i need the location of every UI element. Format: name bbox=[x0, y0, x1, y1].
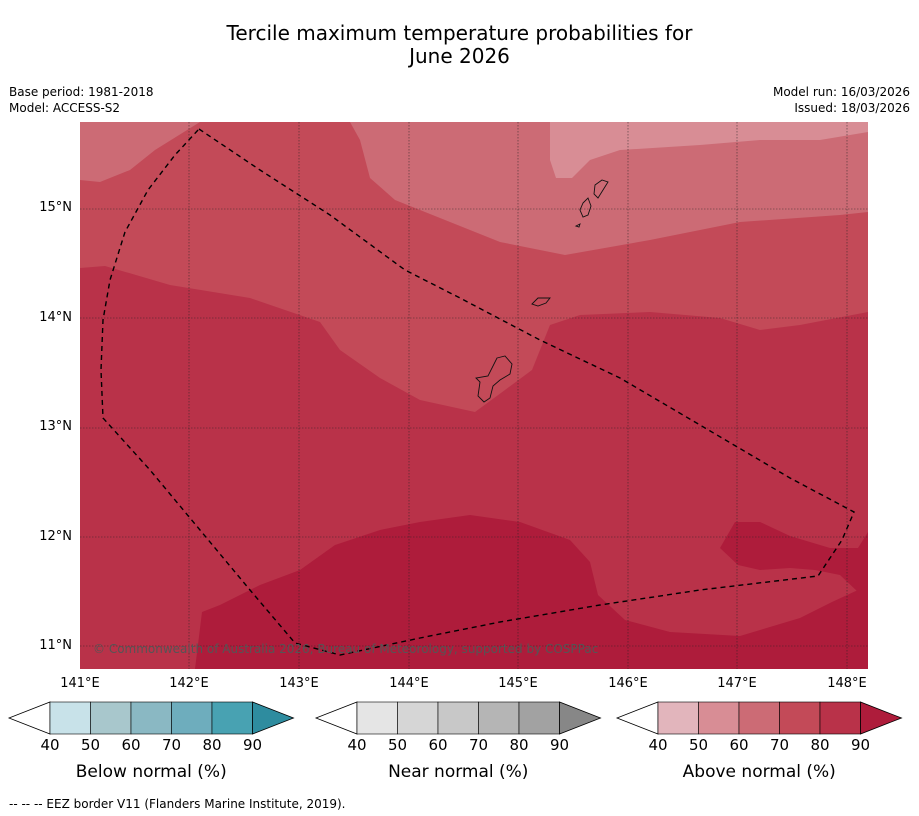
colorbar-near-tick-40: 40 bbox=[347, 736, 367, 754]
field-60-70-top bbox=[80, 122, 200, 182]
model-run: Model run: 16/03/2026 bbox=[772, 85, 910, 99]
field-90-plus-east bbox=[720, 522, 868, 592]
lat-label-13: 13°N bbox=[39, 419, 72, 434]
lat-label-15: 15°N bbox=[39, 200, 72, 215]
colorbar-below-segment-5 bbox=[211, 701, 253, 735]
colorbar-near-high-extend bbox=[559, 701, 602, 735]
colorbar-below-low-extend bbox=[7, 701, 51, 735]
field-50-60 bbox=[550, 122, 868, 178]
colorbar-near-segment-5 bbox=[518, 701, 560, 735]
colorbar-below-title: Below normal (%) bbox=[75, 762, 227, 782]
colorbar-near-low-extend bbox=[314, 701, 358, 735]
colorbar-below-tick-40: 40 bbox=[40, 736, 60, 754]
colorbar-above-segment-2 bbox=[698, 701, 740, 735]
colorbar-below-tick-50: 50 bbox=[80, 736, 101, 754]
colorbar-near-segment-4 bbox=[478, 701, 520, 735]
tinian-island bbox=[579, 197, 592, 218]
colorbar-near-title: Near normal (%) bbox=[388, 762, 529, 782]
colorbar-near-segment-3 bbox=[437, 701, 479, 735]
lon-label-146: 146°E bbox=[608, 676, 648, 691]
colorbar-above-tick-90: 90 bbox=[850, 736, 871, 754]
colorbar-above-title: Above normal (%) bbox=[682, 762, 836, 782]
colorbar-below-segment-4 bbox=[171, 701, 213, 735]
colorbars bbox=[7, 701, 903, 735]
eez-footnote: -- -- -- EEZ border V11 (Flanders Marine… bbox=[9, 797, 346, 811]
lat-label-11: 11°N bbox=[39, 638, 72, 653]
copyright-notice: © Commonwealth of Australia 2026, Bureau… bbox=[93, 642, 599, 656]
title-line-1: Tercile maximum temperature probabilitie… bbox=[226, 21, 693, 45]
colorbar-near bbox=[314, 701, 602, 735]
map-title: Tercile maximum temperature probabilitie… bbox=[0, 22, 919, 68]
lon-label-147: 147°E bbox=[717, 676, 757, 691]
lat-label-14: 14°N bbox=[39, 310, 72, 325]
lon-label-141: 141°E bbox=[60, 676, 100, 691]
eez-border bbox=[100, 128, 855, 656]
colorbar-below-tick-70: 70 bbox=[161, 736, 182, 754]
colorbar-above-tick-50: 50 bbox=[688, 736, 709, 754]
colorbar-above bbox=[615, 701, 903, 735]
lon-label-148: 148°E bbox=[827, 676, 867, 691]
colorbar-above-segment-4 bbox=[779, 701, 821, 735]
issued-date: Issued: 18/03/2026 bbox=[794, 101, 910, 115]
guam-island bbox=[475, 355, 513, 403]
meta-right: Model run: 16/03/2026 Issued: 18/03/2026 bbox=[773, 84, 910, 116]
colorbar-above-tick-80: 80 bbox=[810, 736, 830, 754]
field-60-70-north bbox=[350, 122, 868, 255]
colorbar-above-tick-40: 40 bbox=[648, 736, 668, 754]
lon-label-142: 142°E bbox=[169, 676, 209, 691]
model-name: Model: ACCESS-S2 bbox=[9, 101, 121, 115]
colorbar-near-tick-50: 50 bbox=[387, 736, 408, 754]
colorbar-below-segment-2 bbox=[90, 701, 132, 735]
colorbar-below-tick-60: 60 bbox=[121, 736, 141, 754]
colorbar-above-low-extend bbox=[615, 701, 659, 735]
lat-gridlines bbox=[80, 208, 868, 647]
colorbar-near-tick-70: 70 bbox=[468, 736, 489, 754]
lon-label-145: 145°E bbox=[498, 676, 538, 691]
colorbar-above-segment-1 bbox=[657, 701, 699, 735]
rota-island bbox=[531, 297, 551, 307]
colorbar-above-tick-70: 70 bbox=[769, 736, 790, 754]
colorbar-below-high-extend bbox=[252, 701, 295, 735]
saipan-island bbox=[593, 179, 609, 199]
colorbar-above-high-extend bbox=[860, 701, 903, 735]
lon-label-143: 143°E bbox=[279, 676, 319, 691]
lat-label-12: 12°N bbox=[39, 529, 72, 544]
colorbar-near-tick-80: 80 bbox=[509, 736, 529, 754]
colorbar-below-segment-3 bbox=[130, 701, 172, 735]
title-line-2: June 2026 bbox=[409, 44, 510, 68]
colorbar-above-segment-5 bbox=[819, 701, 861, 735]
field-90-plus bbox=[195, 515, 868, 669]
lon-label-144: 144°E bbox=[389, 676, 429, 691]
colorbar-above-segment-3 bbox=[738, 701, 780, 735]
colorbar-below-tick-80: 80 bbox=[202, 736, 222, 754]
meta-left: Base period: 1981-2018 Model: ACCESS-S2 bbox=[9, 84, 154, 116]
lon-gridlines bbox=[188, 122, 848, 669]
base-period: Base period: 1981-2018 bbox=[9, 85, 154, 99]
colorbar-near-tick-60: 60 bbox=[428, 736, 448, 754]
colorbar-below-tick-90: 90 bbox=[242, 736, 263, 754]
colorbar-near-segment-1 bbox=[356, 701, 398, 735]
colorbar-above-tick-60: 60 bbox=[729, 736, 749, 754]
colorbar-near-segment-2 bbox=[397, 701, 439, 735]
aguijan-island bbox=[574, 223, 581, 228]
probability-field bbox=[80, 122, 868, 669]
colorbar-below bbox=[7, 701, 295, 735]
colorbar-below-segment-1 bbox=[49, 701, 91, 735]
field-80-90 bbox=[80, 266, 868, 669]
colorbar-near-tick-90: 90 bbox=[549, 736, 570, 754]
